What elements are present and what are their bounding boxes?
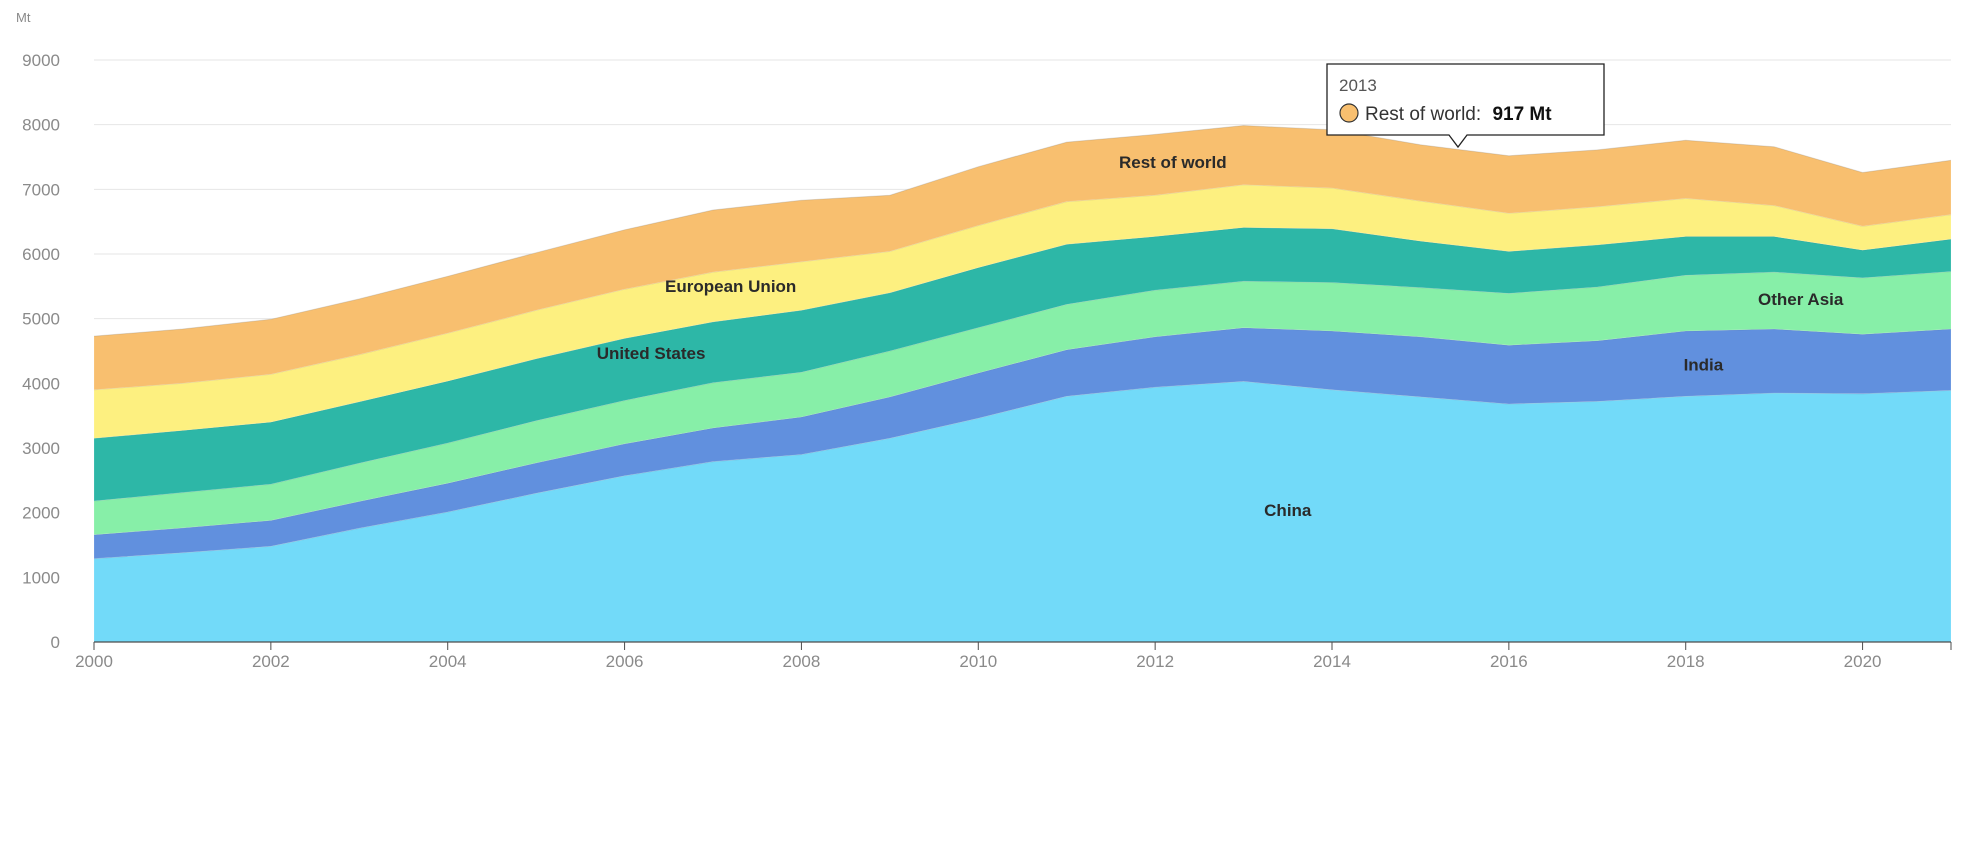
area-rest-of-world[interactable] — [93, 125, 1952, 391]
x-tick-label: 2020 — [1844, 652, 1882, 671]
tooltip-year: 2013 — [1339, 76, 1377, 95]
y-tick-label: 7000 — [22, 180, 60, 199]
x-tick-label: 2016 — [1490, 652, 1528, 671]
area-edge-european-union — [93, 184, 1952, 391]
x-tick-label: 2008 — [783, 652, 821, 671]
tooltip-series-label: Rest of world: — [1365, 104, 1481, 125]
tooltip-line: Rest of world: 917 Mt — [1365, 104, 1552, 125]
x-tick-label: 2014 — [1313, 652, 1351, 671]
series-label-india: India — [1684, 355, 1724, 374]
y-tick-label: 6000 — [22, 245, 60, 264]
y-tick-label: 0 — [51, 633, 60, 652]
series-label-european-union: European Union — [665, 277, 796, 296]
y-tick-label: 4000 — [22, 374, 60, 393]
x-tick-label: 2018 — [1667, 652, 1705, 671]
x-tick-label: 2006 — [606, 652, 644, 671]
y-tick-label: 1000 — [22, 568, 60, 587]
y-tick-label: 2000 — [22, 504, 60, 523]
y-tick-label: 3000 — [22, 439, 60, 458]
x-tick-label: 2000 — [75, 652, 113, 671]
area-series[interactable] — [93, 124, 1952, 643]
y-tick-label: 9000 — [22, 51, 60, 70]
y-tick-label: 5000 — [22, 310, 60, 329]
x-tick-label: 2004 — [429, 652, 467, 671]
y-tick-label: 8000 — [22, 116, 60, 135]
series-label-china: China — [1264, 501, 1312, 520]
area-india[interactable] — [93, 327, 1952, 559]
area-edge-rest-of-world — [93, 124, 1952, 337]
tooltip-box — [1326, 63, 1605, 149]
series-labels: China India Other Asia United States Europea… — [597, 153, 1844, 520]
x-tick-label: 2010 — [959, 652, 997, 671]
series-label-rest-of-world: Rest of world — [1119, 153, 1227, 172]
axes: Mt 0 1000 2000 3000 4000 5000 6000 7000 8000 9000… — [16, 10, 1952, 671]
tooltip-swatch-icon — [1339, 103, 1359, 123]
series-label-other-asia: Other Asia — [1758, 290, 1844, 309]
y-axis-unit-label: Mt — [16, 10, 31, 25]
tooltip: 2013 Rest of world: 917 Mt — [1326, 63, 1605, 149]
x-tick-label: 2002 — [252, 652, 290, 671]
x-tick-label: 2012 — [1136, 652, 1174, 671]
series-label-united-states: United States — [597, 344, 706, 363]
tooltip-value: 917 Mt — [1492, 104, 1552, 125]
